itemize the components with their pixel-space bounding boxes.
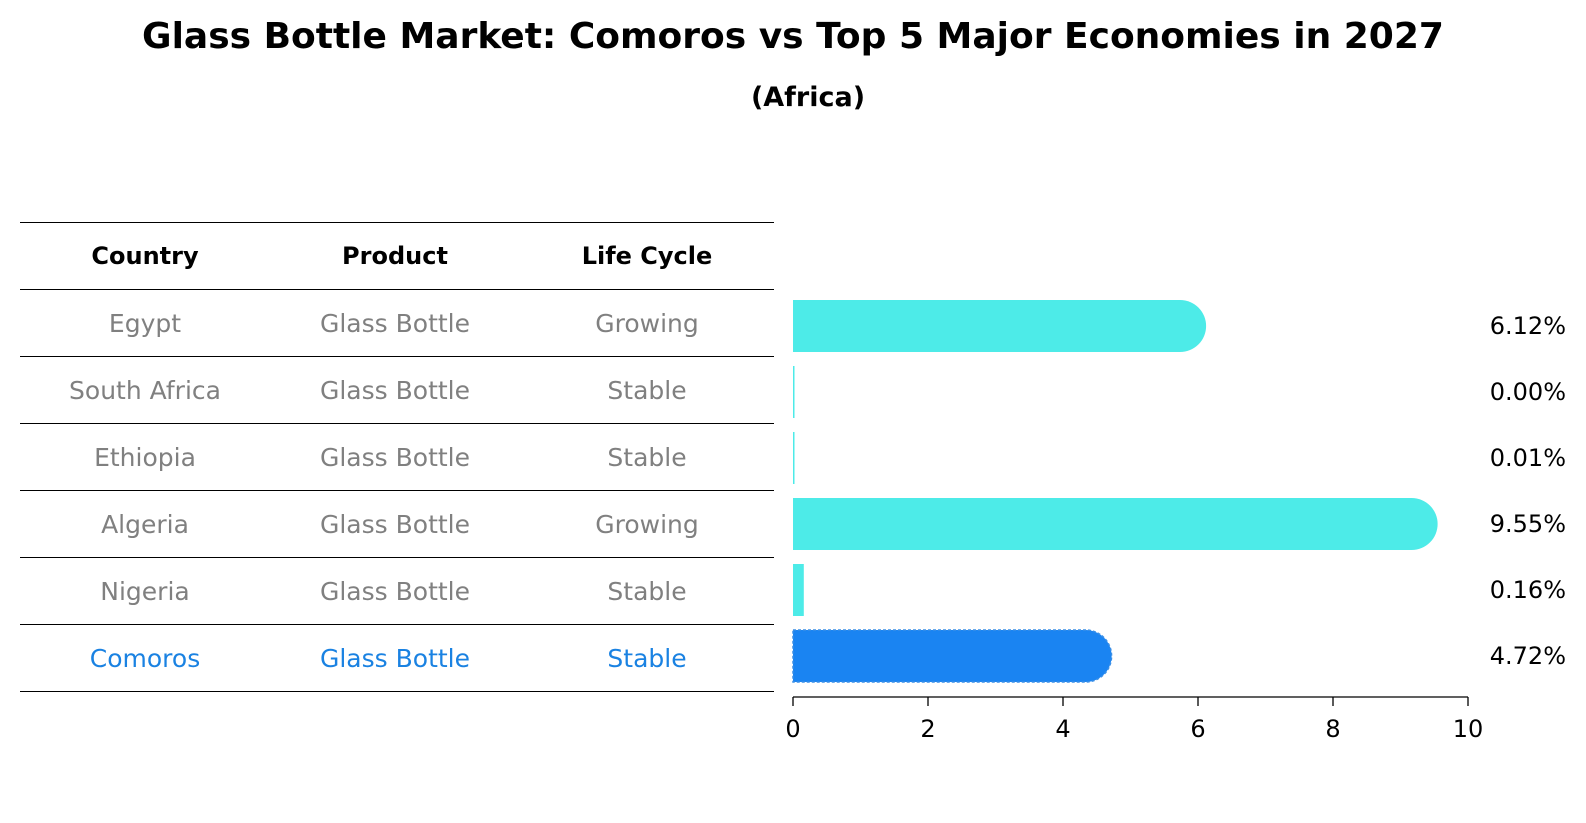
bar-comoros — [792, 629, 1113, 683]
country-cell: Egypt — [108, 308, 182, 338]
table-row: Nigeria Glass Bottle Stable — [20, 557, 774, 624]
header-life-cycle: Life Cycle — [581, 242, 713, 270]
x-tick-label: 6 — [1190, 715, 1205, 743]
x-tick-label: 10 — [1453, 715, 1484, 743]
country-cell: Nigeria — [100, 576, 190, 606]
product-cell: Glass Bottle — [319, 375, 470, 405]
value-label: 9.55% — [1490, 510, 1566, 538]
table-row: Ethiopia Glass Bottle Stable — [20, 423, 774, 490]
table-header-row: Country Product Life Cycle — [20, 222, 774, 289]
x-tick-label: 2 — [920, 715, 935, 743]
chart-subtitle: (Africa) — [750, 82, 866, 113]
value-label: 0.01% — [1490, 444, 1566, 472]
country-cell: Algeria — [101, 509, 189, 539]
header-product: Product — [342, 242, 448, 270]
bar-egypt — [793, 300, 1207, 352]
data-table: Country Product Life Cycle Egypt Glass B… — [20, 222, 774, 692]
product-cell: Glass Bottle — [319, 509, 470, 539]
country-cell: South Africa — [69, 375, 221, 405]
chart-title: Glass Bottle Market: Comoros vs Top 5 Ma… — [142, 16, 1444, 57]
life-cycle-cell: Stable — [607, 375, 687, 405]
x-tick-label: 0 — [785, 715, 800, 743]
product-cell: Glass Bottle — [319, 643, 470, 673]
product-cell: Glass Bottle — [319, 442, 470, 472]
product-cell: Glass Bottle — [319, 576, 470, 606]
life-cycle-cell: Growing — [595, 308, 699, 338]
table-row: Algeria Glass Bottle Growing — [20, 490, 774, 557]
table-row: Egypt Glass Bottle Growing — [20, 289, 774, 356]
header-country: Country — [91, 242, 199, 270]
life-cycle-cell: Stable — [607, 643, 687, 673]
x-tick-label: 4 — [1055, 715, 1070, 743]
life-cycle-cell: Growing — [595, 509, 699, 539]
life-cycle-cell: Stable — [607, 442, 687, 472]
bar-nigeria — [793, 564, 804, 616]
value-label: 4.72% — [1490, 642, 1566, 670]
table-row-highlight: Comoros Glass Bottle Stable — [20, 624, 774, 692]
country-cell: Comoros — [89, 643, 201, 673]
bar-ethiopia — [793, 432, 795, 484]
country-cell: Ethiopia — [94, 442, 196, 472]
value-label: 0.00% — [1490, 378, 1566, 406]
x-tick-label: 8 — [1325, 715, 1340, 743]
table-row: South Africa Glass Bottle Stable — [20, 356, 774, 423]
bar-algeria — [793, 498, 1438, 550]
product-cell: Glass Bottle — [319, 308, 470, 338]
bar-south-africa — [793, 366, 795, 418]
value-label: 6.12% — [1490, 312, 1566, 340]
life-cycle-cell: Stable — [607, 576, 687, 606]
value-label: 0.16% — [1490, 576, 1566, 604]
